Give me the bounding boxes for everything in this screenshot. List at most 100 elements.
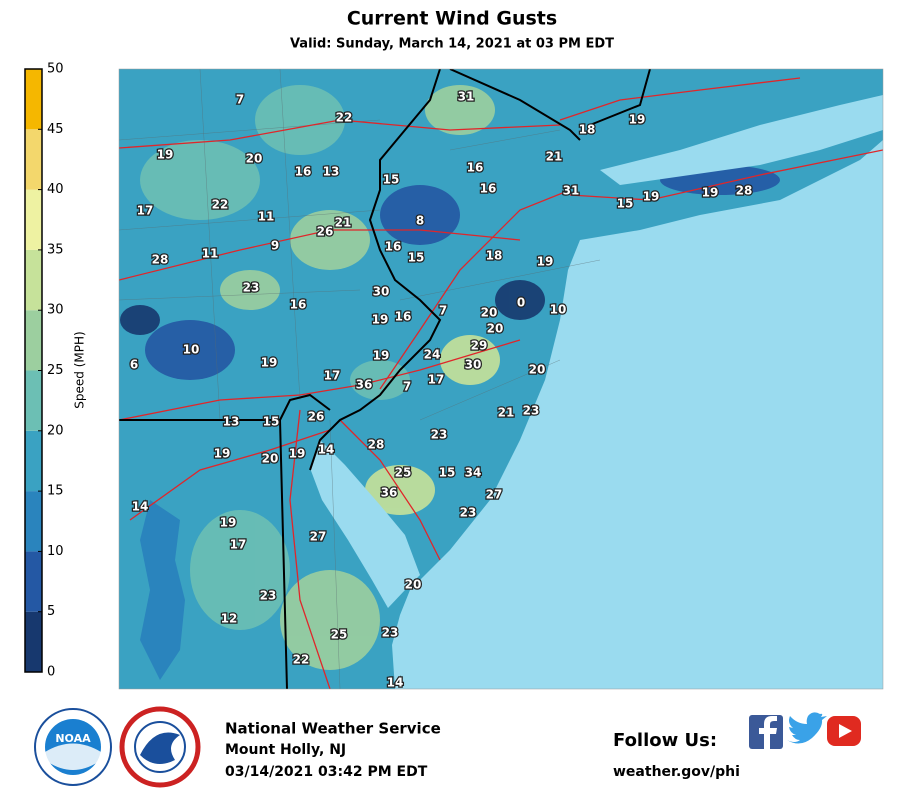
station-value: 19 <box>261 356 278 370</box>
station-value: 19 <box>643 190 660 204</box>
station-value: 31 <box>563 184 580 198</box>
station-value: 15 <box>383 173 400 187</box>
station-value: 21 <box>546 150 563 164</box>
station-value: 22 <box>336 111 353 125</box>
station-value: 20 <box>487 322 504 336</box>
station-value: 12 <box>221 612 238 626</box>
station-value: 19 <box>372 313 389 327</box>
station-value: 22 <box>293 653 310 667</box>
station-value: 11 <box>258 210 275 224</box>
colorbar-swatch <box>25 129 42 190</box>
station-value: 15 <box>263 415 280 429</box>
station-value: 23 <box>260 589 277 603</box>
colorbar-label: Speed (MPH) <box>73 331 87 408</box>
station-value: 16 <box>467 161 484 175</box>
station-value: 23 <box>431 428 448 442</box>
title: Current Wind Gusts <box>347 8 557 30</box>
station-value: 13 <box>223 415 240 429</box>
map-frame <box>118 68 884 690</box>
station-value: 19 <box>373 349 390 363</box>
station-value: 21 <box>335 216 352 230</box>
station-value: 20 <box>529 363 546 377</box>
facebook-f <box>759 716 777 749</box>
station-value: 20 <box>246 152 263 166</box>
station-value: 36 <box>381 486 398 500</box>
colorbar-tick-label: 10 <box>47 544 64 559</box>
issued: 03/14/2021 03:42 PM EDT <box>225 764 428 780</box>
wind-field <box>120 85 780 670</box>
station-value: 23 <box>382 626 399 640</box>
station-value: 14 <box>387 676 404 690</box>
station-value: 9 <box>271 239 279 253</box>
station-value: 31 <box>458 90 475 104</box>
noaa-text: NOAA <box>55 732 91 745</box>
colorbar-tick-label: 5 <box>47 604 55 619</box>
youtube-play <box>839 724 852 738</box>
station-value: 19 <box>157 148 174 162</box>
station-value: 27 <box>486 488 503 502</box>
station-value: 16 <box>480 182 497 196</box>
station-value: 27 <box>310 530 327 544</box>
long-island-sound <box>600 95 883 185</box>
colorbar-tick-label: 45 <box>47 122 64 137</box>
map: 7 31 22 18 19 19 20 16 13 16 21 15 16 31 15 19 19 28 17 22 1… <box>118 68 884 690</box>
station-value: 25 <box>395 466 412 480</box>
state-borders <box>119 69 651 689</box>
station-value: 16 <box>385 240 402 254</box>
delaware-bay <box>310 440 420 608</box>
colorbar-swatch <box>25 430 42 492</box>
subtitle: Valid: Sunday, March 14, 2021 at 03 PM E… <box>290 37 614 52</box>
station-value: 13 <box>323 165 340 179</box>
nws-storm <box>140 732 180 764</box>
station-value: 19 <box>220 516 237 530</box>
station-value: 19 <box>629 113 646 127</box>
station-value: 19 <box>289 447 306 461</box>
ocean <box>392 140 883 689</box>
station-value: 23 <box>460 506 477 520</box>
colorbar-swatch <box>25 310 42 371</box>
station-value: 23 <box>243 281 260 295</box>
station-value: 10 <box>183 343 200 357</box>
station-value: 24 <box>424 348 441 362</box>
office: National Weather Service <box>225 720 441 738</box>
station-value: 28 <box>368 438 385 452</box>
station-value: 19 <box>537 255 554 269</box>
station-value: 19 <box>702 186 719 200</box>
station-value: 11 <box>202 247 219 261</box>
colorbar-tick-label: 15 <box>47 484 64 499</box>
follow-us: Follow Us: <box>613 730 717 751</box>
station-value: 15 <box>617 197 634 211</box>
colorbar-swatch <box>25 69 42 130</box>
station-value: 16 <box>295 165 312 179</box>
station-value: 15 <box>439 466 456 480</box>
station-value: 17 <box>428 373 445 387</box>
station-value: 8 <box>416 214 424 228</box>
station-value: 17 <box>137 204 154 218</box>
location: Mount Holly, NJ <box>225 742 346 758</box>
station-value: 20 <box>262 452 279 466</box>
station-value: 16 <box>395 310 412 324</box>
twitter-icon[interactable] <box>787 712 827 744</box>
station-value: 17 <box>324 369 341 383</box>
station-value: 28 <box>736 184 753 198</box>
colorbar-swatch <box>25 249 42 311</box>
station-value: 26 <box>308 410 325 424</box>
station-value: 23 <box>523 404 540 418</box>
colorbar-swatch <box>25 491 42 552</box>
station-value: 20 <box>405 578 422 592</box>
colorbar-swatch <box>25 611 42 672</box>
station-value: 0 <box>517 296 525 310</box>
county-lines <box>119 69 601 689</box>
station-value: 30 <box>465 358 482 372</box>
station-value: 19 <box>214 447 231 461</box>
station-value: 28 <box>152 253 169 267</box>
station-value: 14 <box>318 443 335 457</box>
website[interactable]: weather.gov/phi <box>613 764 740 780</box>
colorbar: 0 5 10 15 20 25 30 35 40 45 50 <box>24 62 64 680</box>
station-value: 6 <box>130 358 138 372</box>
station-value: 36 <box>356 378 373 392</box>
station-value: 7 <box>403 380 411 394</box>
station-value: 16 <box>290 298 307 312</box>
station-value: 25 <box>331 628 348 642</box>
